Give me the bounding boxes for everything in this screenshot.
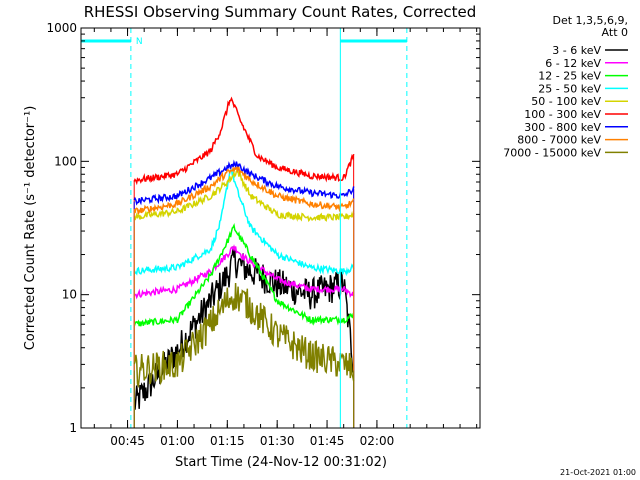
legend-entry-1: 6 - 12 keV: [545, 57, 601, 70]
legend-entry-7: 800 - 7000 keV: [517, 134, 601, 147]
legend-header-1: Att 0: [602, 26, 628, 39]
series-line-6: [133, 159, 355, 206]
series-line-8: [133, 282, 355, 389]
x-tick-label-3: 01:30: [260, 434, 295, 448]
legend-entry-4: 50 - 100 keV: [531, 95, 601, 108]
legend-entry-6: 300 - 800 keV: [524, 121, 601, 134]
x-tick-label-4: 01:45: [310, 434, 345, 448]
y-tick-label-2: 100: [54, 154, 77, 168]
series-line-3: [133, 168, 355, 277]
x-axis-title: Start Time (24-Nov-12 00:31:02): [175, 455, 387, 470]
y-tick-label-3: 1000: [46, 21, 77, 35]
y-tick-label-0: 1: [69, 421, 77, 435]
y-tick-label-1: 10: [62, 288, 77, 302]
series-line-2: [133, 222, 355, 327]
x-tick-label-2: 01:15: [210, 434, 245, 448]
legend-entry-5: 100 - 300 keV: [524, 108, 601, 121]
legend-entry-8: 7000 - 15000 keV: [503, 146, 601, 159]
legend-entry-0: 3 - 6 keV: [552, 44, 601, 57]
footer-date: 21-Oct-2021 01:00: [560, 468, 636, 477]
legend-entry-2: 12 - 25 keV: [538, 70, 601, 83]
series-line-4: [133, 169, 355, 223]
y-axis-title: Corrected Count Rate (s⁻¹ detector⁻¹): [23, 106, 38, 351]
series-line-1: [133, 244, 355, 300]
legend-header-0: Det 1,3,5,6,9,: [552, 14, 628, 27]
legend-entry-3: 25 - 50 keV: [538, 82, 601, 95]
series-line-5: [133, 96, 355, 186]
night-label: N: [136, 37, 143, 47]
plot-frame: [80, 27, 481, 429]
series-line-7: [133, 165, 355, 215]
x-tick-label-1: 01:00: [160, 434, 195, 448]
x-tick-label-5: 02:00: [360, 434, 395, 448]
series-8: [133, 282, 355, 428]
axis-layer: 1 10 100 1000 00:45 01:00 01:15 01:30 01:45 02:00: [46, 21, 480, 448]
chart-title: RHESSI Observing Summary Count Rates, Co…: [84, 3, 477, 21]
x-tick-label-0: 00:45: [110, 434, 145, 448]
data-layer: [133, 96, 355, 428]
